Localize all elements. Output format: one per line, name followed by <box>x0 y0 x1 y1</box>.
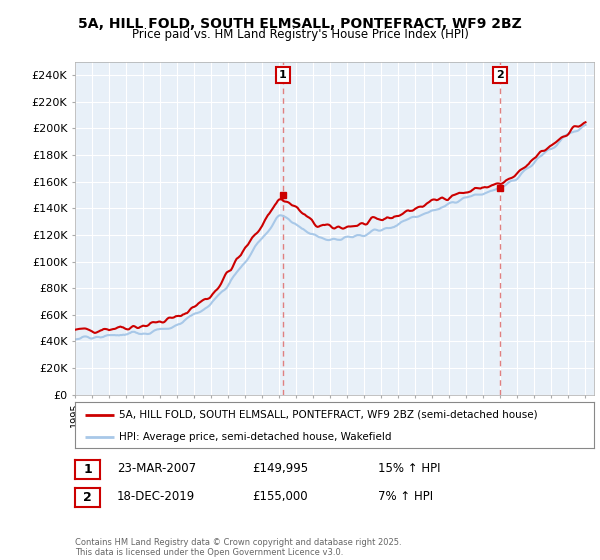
Text: £155,000: £155,000 <box>252 490 308 503</box>
Text: Contains HM Land Registry data © Crown copyright and database right 2025.
This d: Contains HM Land Registry data © Crown c… <box>75 538 401 557</box>
Text: Price paid vs. HM Land Registry's House Price Index (HPI): Price paid vs. HM Land Registry's House … <box>131 28 469 41</box>
Text: 2: 2 <box>496 70 504 80</box>
Text: 7% ↑ HPI: 7% ↑ HPI <box>378 490 433 503</box>
Text: HPI: Average price, semi-detached house, Wakefield: HPI: Average price, semi-detached house,… <box>119 432 392 441</box>
Text: 5A, HILL FOLD, SOUTH ELMSALL, PONTEFRACT, WF9 2BZ: 5A, HILL FOLD, SOUTH ELMSALL, PONTEFRACT… <box>78 17 522 31</box>
Text: £149,995: £149,995 <box>252 462 308 475</box>
Text: 1: 1 <box>83 463 92 476</box>
Text: 23-MAR-2007: 23-MAR-2007 <box>117 462 196 475</box>
Text: 1: 1 <box>279 70 287 80</box>
Text: 5A, HILL FOLD, SOUTH ELMSALL, PONTEFRACT, WF9 2BZ (semi-detached house): 5A, HILL FOLD, SOUTH ELMSALL, PONTEFRACT… <box>119 410 538 420</box>
Text: 18-DEC-2019: 18-DEC-2019 <box>117 490 195 503</box>
Text: 2: 2 <box>83 491 92 504</box>
Text: 15% ↑ HPI: 15% ↑ HPI <box>378 462 440 475</box>
